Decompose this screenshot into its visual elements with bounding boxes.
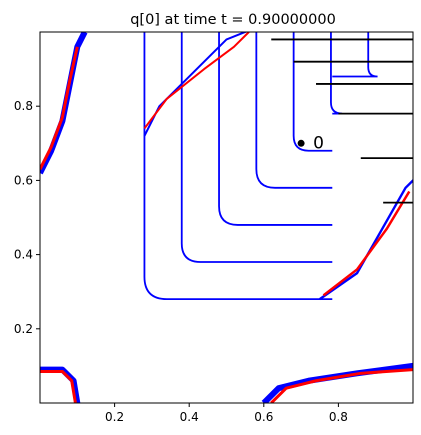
contour-band-upper-blue xyxy=(143,32,248,137)
contour-line-c5-blue xyxy=(292,32,333,152)
corner-bottomright-red xyxy=(270,368,413,403)
x-tick-label-3: 0.8 xyxy=(329,410,348,424)
y-axis: 0.2 0.4 0.6 0.8 xyxy=(14,99,40,336)
diag-right-red xyxy=(322,190,411,297)
x-axis: 0.2 0.4 0.6 0.8 xyxy=(105,403,348,424)
diag-upper-red xyxy=(143,32,250,130)
corner-bottomleft-red xyxy=(40,369,77,403)
chart-title: q[0] at time t = 0.90000000 xyxy=(130,12,336,28)
contour-line-c7-blue xyxy=(332,32,378,78)
corner-left-red xyxy=(40,46,79,170)
x-tick-label-2: 0.6 xyxy=(254,410,273,424)
plot-clip-group xyxy=(40,32,413,403)
marker-label: 0 xyxy=(313,133,324,153)
y-tick-label-2: 0.6 xyxy=(14,173,33,187)
marker-point xyxy=(297,139,305,147)
x-tick-label-1: 0.4 xyxy=(180,410,199,424)
contour-line-c4-blue xyxy=(255,32,333,189)
contour-band-right-blue xyxy=(319,178,413,301)
y-tick-label-0: 0.2 xyxy=(14,322,33,336)
y-tick-label-3: 0.8 xyxy=(14,99,33,113)
contour-line-c2-blue xyxy=(180,32,333,263)
axes-frame xyxy=(39,31,414,404)
y-tick-label-1: 0.4 xyxy=(14,248,33,262)
corner-left-blue xyxy=(40,32,88,175)
contour-line-c1-blue xyxy=(143,32,333,301)
contour-line-c3-blue xyxy=(218,32,333,226)
plot-area: 0 xyxy=(40,32,413,403)
x-tick-label-0: 0.2 xyxy=(105,410,124,424)
